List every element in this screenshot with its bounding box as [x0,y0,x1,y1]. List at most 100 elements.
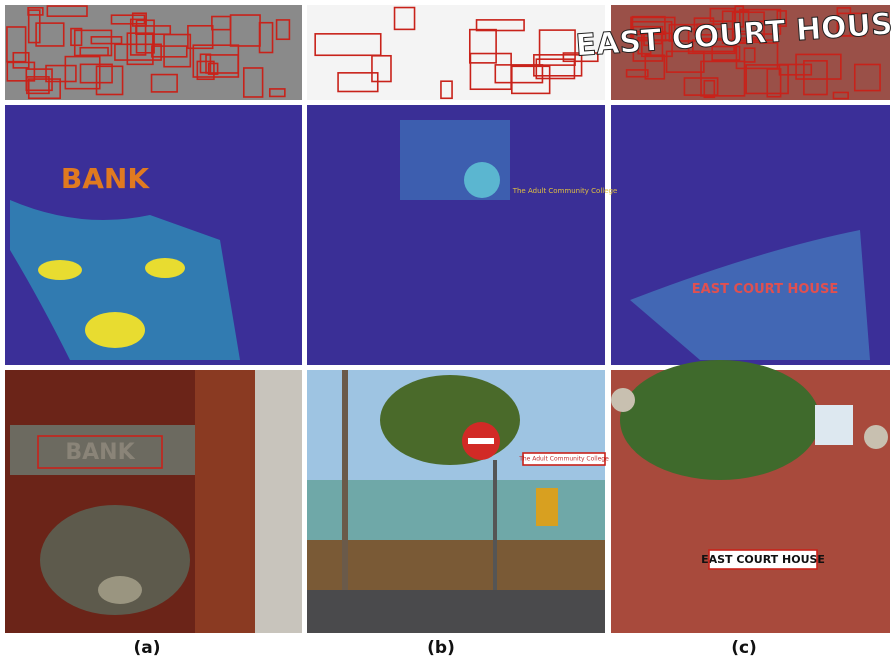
detection-box [6,61,36,82]
detection-box [734,5,745,28]
detection-box [468,28,497,64]
detection-box [275,19,291,41]
detection-box [743,47,756,63]
detection-box [114,43,162,61]
image-b1 [307,5,605,100]
detection-box [832,91,849,100]
detection-box [853,63,881,92]
detection-box [683,77,719,96]
road [307,590,605,633]
detection-box [27,9,41,44]
no-entry-bar [468,438,494,444]
heat-text: EAST COURT HOUSE [692,282,838,297]
detection-box [135,19,155,54]
heat-region [85,312,145,348]
detection-box [64,55,101,90]
detection-box [229,14,261,47]
detection-box [776,10,787,27]
post-cap [864,425,888,449]
detection-box [151,45,188,58]
detection-box [110,14,146,25]
photo-row: BANK The Adult Community College EAST CO… [5,360,890,633]
detection-box [631,15,666,36]
sign-post [493,460,497,590]
college-sign [523,453,605,465]
heat-text: BANK [61,162,150,195]
detection-box [469,52,512,91]
heat-region [464,162,500,198]
detection-boxes [6,5,881,100]
heat-region [38,260,82,280]
detection-box [632,25,664,62]
heat-region [10,200,240,360]
detection-box [192,44,240,78]
detection-box [27,78,61,100]
detection-box [758,20,779,44]
detection-box [163,33,192,68]
sign-text: EAST COURT HOUSE [701,553,825,566]
detection-box [731,11,765,39]
detection-box [12,51,30,69]
post-cap [611,388,635,412]
door-frame [195,370,255,633]
detection-box [187,24,214,50]
detection-box [242,67,264,98]
image-c1 [611,5,890,100]
detection-box [207,62,219,75]
hedge [620,360,820,480]
detection-box [795,53,842,80]
detection-row: EAST COURT HOUSE [5,5,893,100]
detection-box [129,18,147,56]
detection-box [735,39,779,70]
detection-box [538,29,576,66]
yellow-sign [536,488,558,526]
detection-box [745,64,789,95]
wall [255,370,302,633]
detection-box [46,5,88,17]
detection-box [35,22,65,47]
plate-text: BANK [65,440,135,465]
sign-text: The Adult Community College [518,456,609,463]
heatmap-row: BANK The Adult Community College EAST CO… [5,105,890,365]
detection-box [494,64,544,84]
heat-text: The Adult Community College [512,187,618,195]
detection-box [70,27,83,47]
detection-box [196,60,215,81]
detection-box [90,36,123,45]
detection-box [314,33,382,57]
bell [40,505,190,615]
detection-box [836,7,852,37]
detection-box [803,60,828,96]
panel-label: (b) [427,638,455,658]
detection-box [837,12,866,37]
detection-box [440,80,453,100]
detection-box [535,58,576,80]
detection-box [708,549,818,570]
detection-box [131,12,147,27]
detection-box [562,52,599,63]
detection-box [371,54,392,83]
detection-box [644,54,666,80]
detection-box [522,452,606,466]
street-sign [709,550,817,569]
fence [307,480,605,540]
detection-box [150,73,178,93]
detection-box [95,65,124,96]
panel-label: (c) [731,638,757,658]
detection-box [668,23,714,42]
brick-wall [307,540,605,590]
detection-box [703,79,716,99]
detection-box [268,88,286,98]
detection-box [393,6,416,31]
heat-region [145,258,185,278]
detection-box [637,37,652,55]
tree [380,375,520,465]
window [815,405,853,445]
bell-button [98,576,142,604]
detection-box [26,76,50,95]
detection-box [73,29,113,57]
detection-box [475,19,525,32]
panel-label: (a) [133,638,160,658]
detection-box [126,32,154,66]
